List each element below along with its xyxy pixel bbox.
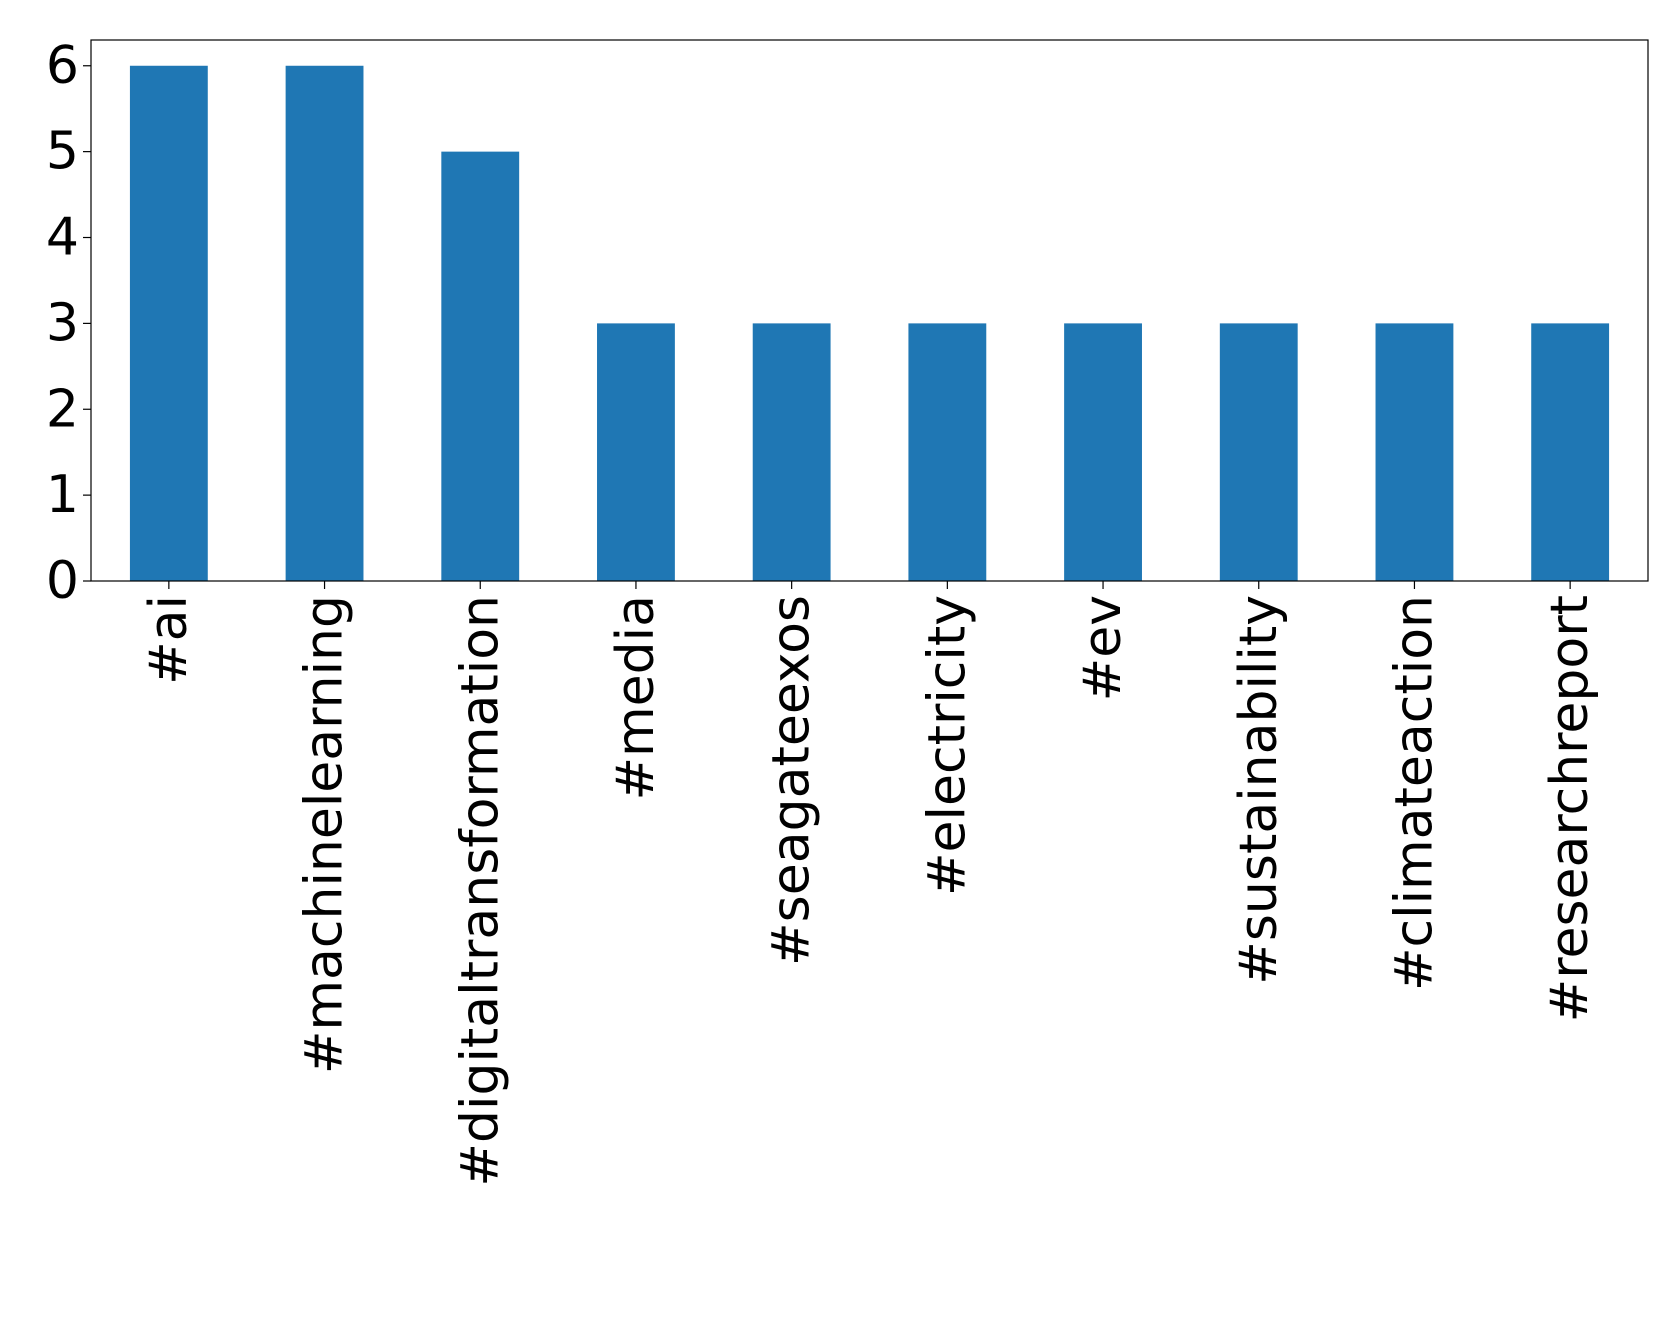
bar xyxy=(285,65,364,581)
y-tick-label: 2 xyxy=(46,379,79,439)
bar xyxy=(1531,323,1610,581)
y-tick-label: 4 xyxy=(46,208,79,268)
bar xyxy=(1219,323,1298,581)
bar xyxy=(752,323,831,581)
x-tick-label: #seagateexos xyxy=(762,595,822,966)
x-tick-label: #media xyxy=(606,595,666,801)
plot-frame xyxy=(90,39,1649,582)
bar xyxy=(597,323,675,581)
x-tick-label: #ev xyxy=(1073,595,1133,701)
y-tick-label: 5 xyxy=(46,122,79,182)
bar xyxy=(1064,323,1142,581)
y-tick-label: 0 xyxy=(46,551,79,611)
x-tick-label: #researchreport xyxy=(1540,595,1600,1022)
bar xyxy=(129,65,208,581)
bar xyxy=(1375,323,1454,581)
bar xyxy=(908,323,987,581)
x-tick-label: #electricity xyxy=(917,595,977,896)
y-tick-label: 1 xyxy=(46,465,79,525)
y-tick-label: 6 xyxy=(46,36,79,96)
bar xyxy=(441,151,520,581)
x-tick-label: #sustainability xyxy=(1229,595,1289,985)
y-tick-label: 3 xyxy=(46,293,79,353)
x-tick-label: #ai xyxy=(139,595,199,685)
x-tick-label: #machinelearning xyxy=(295,595,355,1074)
x-tick-label: #digitaltransformation xyxy=(450,595,510,1187)
x-tick-label: #climateaction xyxy=(1384,595,1444,991)
